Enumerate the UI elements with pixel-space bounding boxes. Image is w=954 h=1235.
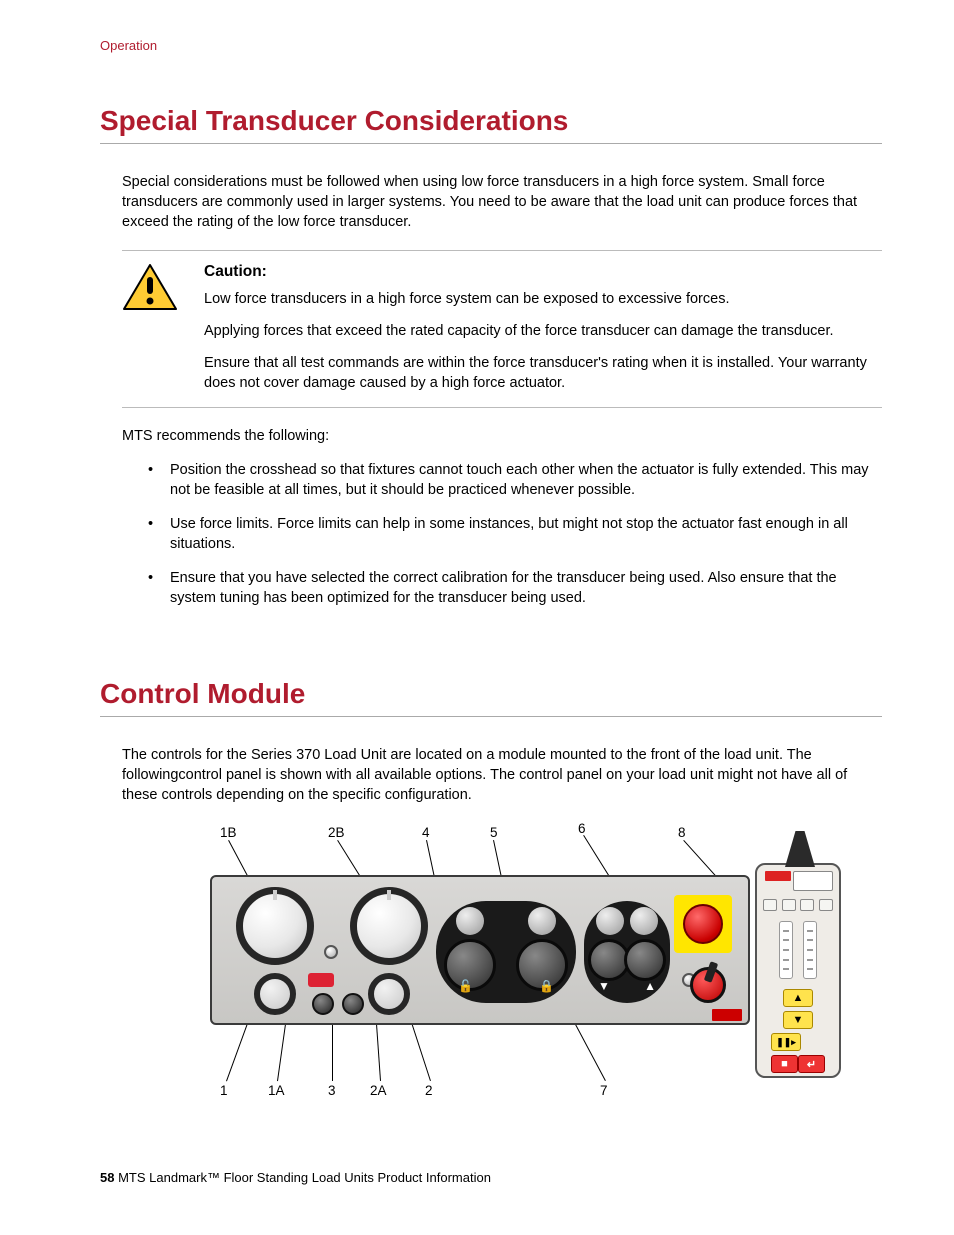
caution-p3: Ensure that all test commands are within…: [204, 353, 882, 393]
rate-knob-1: [312, 993, 334, 1015]
footer-doc-title: MTS Landmark™ Floor Standing Load Units …: [118, 1170, 491, 1185]
indicator-light: [308, 973, 334, 987]
page-number: 58: [100, 1170, 114, 1185]
handset: ▲ ▼ ❚❚▸ ■ ↵: [755, 863, 841, 1078]
actuator-lever-block: ▼ ▲: [584, 901, 670, 1003]
control-panel-figure: 1B 2B 4 5 6 8 1 1A 3 2A 2 7: [200, 825, 840, 1110]
callout-5: 5: [490, 825, 498, 840]
handset-stop-button: ■: [771, 1055, 798, 1073]
caution-block: Caution: Low force transducers in a high…: [122, 250, 882, 408]
caution-p2: Applying forces that exceed the rated ca…: [204, 321, 882, 341]
callout-1B: 1B: [220, 825, 237, 840]
list-item: Position the crosshead so that fixtures …: [148, 460, 878, 500]
handset-logo: [765, 871, 791, 881]
callout-2B: 2B: [328, 825, 345, 840]
handset-screen: [793, 871, 833, 891]
callout-8: 8: [678, 825, 686, 840]
crosshead-lever-block: 🔓 🔒: [436, 901, 576, 1003]
heading-special-transducer: Special Transducer Considerations: [100, 105, 882, 144]
emergency-stop: [674, 895, 732, 953]
callout-2A: 2A: [370, 1083, 387, 1098]
intro-paragraph-2: The controls for the Series 370 Load Uni…: [100, 745, 882, 805]
handset-button: [800, 899, 814, 911]
callout-1: 1: [220, 1083, 228, 1098]
handset-down-button: ▼: [783, 1011, 813, 1029]
list-item: Use force limits. Force limits can help …: [148, 514, 878, 554]
recommend-list: Position the crosshead so that fixtures …: [100, 460, 882, 608]
handset-slider-right: [803, 921, 817, 979]
heading-control-module: Control Module: [100, 678, 882, 717]
handset-button: [782, 899, 796, 911]
list-item: Ensure that you have selected the correc…: [148, 568, 878, 608]
callout-3: 3: [328, 1083, 336, 1098]
mts-logo: [712, 1009, 742, 1021]
callout-6: 6: [578, 821, 586, 836]
status-light-1: [324, 945, 338, 959]
handset-button: [819, 899, 833, 911]
handset-button: [763, 899, 777, 911]
upper-grip-dial: [230, 887, 320, 1017]
handset-up-button: ▲: [783, 989, 813, 1007]
key-switch: [690, 967, 726, 1003]
intro-paragraph-1: Special considerations must be followed …: [100, 172, 882, 232]
callout-1A: 1A: [268, 1083, 285, 1098]
handset-slider-left: [779, 921, 793, 979]
handset-pause-button: ❚❚▸: [771, 1033, 801, 1051]
caution-p1: Low force transducers in a high force sy…: [204, 289, 882, 309]
handset-enter-button: ↵: [798, 1055, 825, 1073]
running-header: Operation: [100, 38, 882, 53]
caution-label: Caution:: [204, 263, 882, 281]
page-footer: 58 MTS Landmark™ Floor Standing Load Uni…: [100, 1170, 491, 1185]
control-panel: 🔓 🔒 ▼ ▲: [210, 875, 750, 1025]
rate-knob-2: [342, 993, 364, 1015]
callout-7: 7: [600, 1083, 608, 1098]
recommend-lead: MTS recommends the following:: [100, 426, 882, 446]
callout-2: 2: [425, 1083, 433, 1098]
caution-icon: [122, 263, 182, 393]
callout-4: 4: [422, 825, 430, 840]
